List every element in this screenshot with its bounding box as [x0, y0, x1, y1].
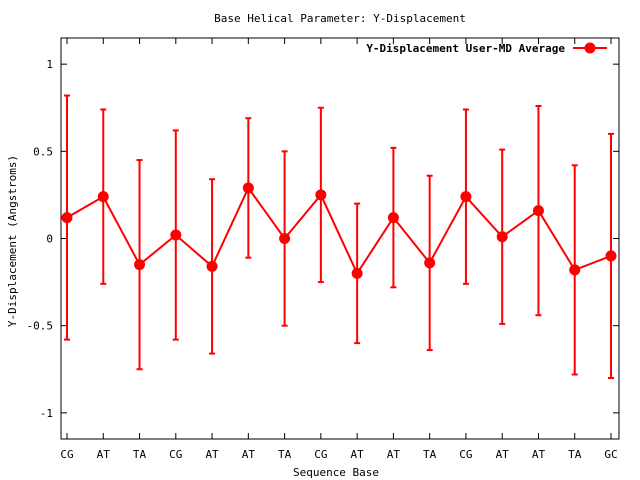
data-point: [424, 257, 436, 269]
data-point: [134, 259, 146, 271]
data-point: [351, 267, 363, 279]
x-tick-label: CG: [169, 448, 182, 461]
x-axis-label: Sequence Base: [293, 466, 379, 479]
data-point: [387, 212, 399, 224]
y-tick-label: 1: [46, 58, 53, 71]
chart-title: Base Helical Parameter: Y-Displacement: [214, 12, 466, 25]
y-axis: -1 -0.5 0 0.5 1: [27, 58, 619, 420]
data-point: [460, 191, 472, 203]
series-line: [66, 185, 612, 276]
data-point: [61, 212, 73, 224]
x-tick-label: CG: [459, 448, 472, 461]
y-tick-label: 0.5: [33, 145, 53, 158]
x-tick-label: TA: [568, 448, 582, 461]
data-point: [605, 250, 617, 262]
x-tick-label: CG: [60, 448, 73, 461]
x-tick-label: AT: [97, 448, 111, 461]
x-tick-label: AT: [387, 448, 401, 461]
series-layer: [61, 94, 617, 379]
data-point: [569, 264, 581, 276]
x-tick-label: TA: [133, 448, 147, 461]
data-point: [315, 189, 327, 201]
x-tick-label: TA: [278, 448, 292, 461]
data-point: [242, 182, 254, 194]
legend-label: Y-Displacement User-MD Average: [366, 42, 565, 55]
x-tick-label: AT: [351, 448, 365, 461]
x-tick-label: AT: [532, 448, 546, 461]
x-tick-label: AT: [242, 448, 256, 461]
data-point: [206, 260, 218, 272]
data-point: [279, 233, 291, 244]
data-point: [97, 191, 109, 203]
y-axis-label: Y-Displacement (Angstroms): [6, 155, 19, 327]
y-tick-label: -1: [40, 407, 53, 420]
x-axis: CG AT TA CG AT AT TA CG AT AT TA CG AT AT TA GC: [60, 38, 618, 461]
x-tick-label: GC: [604, 448, 617, 461]
data-point: [496, 231, 508, 243]
x-tick-label: TA: [423, 448, 437, 461]
y-tick-label: 0: [46, 233, 53, 246]
data-point: [170, 229, 182, 241]
y-tick-label: -0.5: [27, 320, 54, 333]
x-tick-label: AT: [205, 448, 219, 461]
x-tick-label: CG: [314, 448, 327, 461]
data-point: [532, 205, 544, 217]
legend: Y-Displacement User-MD Average: [366, 42, 607, 55]
x-tick-label: AT: [496, 448, 510, 461]
legend-marker: [584, 42, 596, 54]
